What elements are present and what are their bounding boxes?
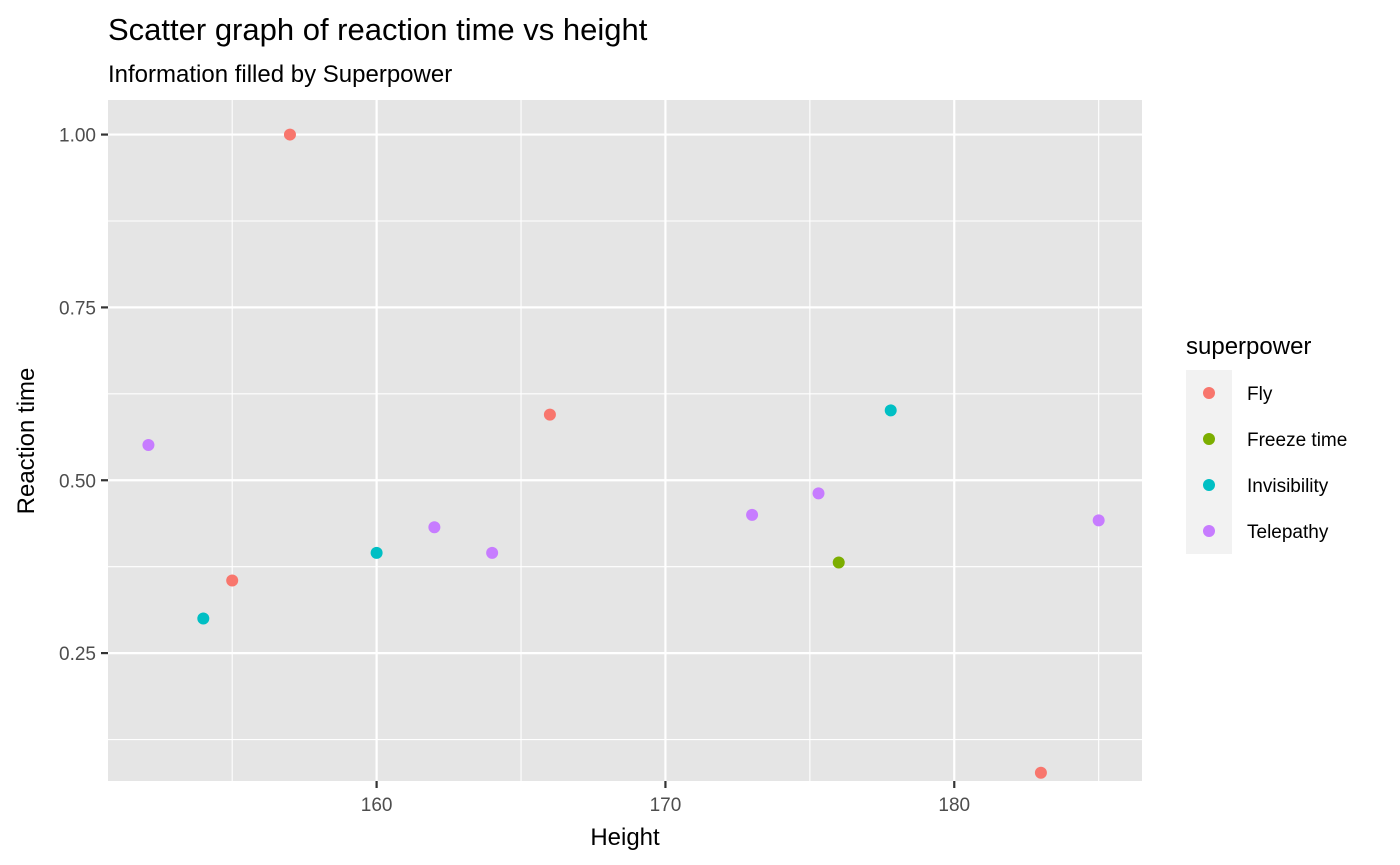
data-points [142, 128, 1105, 779]
data-point-fly [226, 574, 239, 587]
x-axis-title: Height [590, 824, 660, 851]
legend-key-telepathy [1203, 525, 1215, 537]
data-point-fly [1034, 766, 1047, 779]
data-point-telepathy [1092, 514, 1105, 527]
data-point-telepathy [142, 438, 155, 451]
data-point-telepathy [746, 508, 759, 521]
legend-key-freeze-time [1203, 433, 1215, 445]
axes: 160 170 180 0.25 0.50 0.75 1.00 [59, 126, 970, 816]
plot-panel [108, 100, 1142, 781]
legend-title: superpower [1186, 333, 1311, 360]
data-point-invisibility [370, 546, 383, 559]
data-point-invisibility [197, 612, 210, 625]
legend-label-freeze-time: Freeze time [1247, 430, 1347, 451]
data-point-telepathy [428, 521, 441, 534]
data-point-telepathy [486, 546, 499, 559]
x-tick-label: 170 [650, 795, 682, 816]
chart-title: Scatter graph of reaction time vs height [108, 12, 648, 47]
data-point-fly [283, 128, 296, 141]
legend-items: Fly Freeze time Invisibility Telepathy [1186, 370, 1347, 554]
grid-lines [108, 100, 1142, 781]
legend-label-invisibility: Invisibility [1247, 476, 1329, 497]
legend-key-fly [1203, 387, 1215, 399]
data-point-freeze-time [832, 556, 845, 569]
y-tick-label: 1.00 [59, 126, 96, 147]
data-point-telepathy [812, 487, 825, 500]
chart-subtitle: Information filled by Superpower [108, 61, 452, 88]
y-tick-label: 0.25 [59, 644, 96, 665]
legend-label-telepathy: Telepathy [1247, 522, 1329, 543]
y-axis-title: Reaction time [13, 368, 40, 515]
data-point-fly [543, 408, 556, 421]
y-tick-label: 0.75 [59, 298, 96, 319]
legend: superpower Fly Freeze time Invisibility Tel… [1186, 333, 1347, 554]
legend-label-fly: Fly [1247, 384, 1273, 405]
legend-key-background [1186, 370, 1232, 554]
x-tick-label: 160 [361, 795, 393, 816]
y-tick-label: 0.50 [59, 471, 96, 492]
legend-key-invisibility [1203, 479, 1215, 491]
data-point-invisibility [884, 404, 897, 417]
x-tick-label: 180 [938, 795, 970, 816]
